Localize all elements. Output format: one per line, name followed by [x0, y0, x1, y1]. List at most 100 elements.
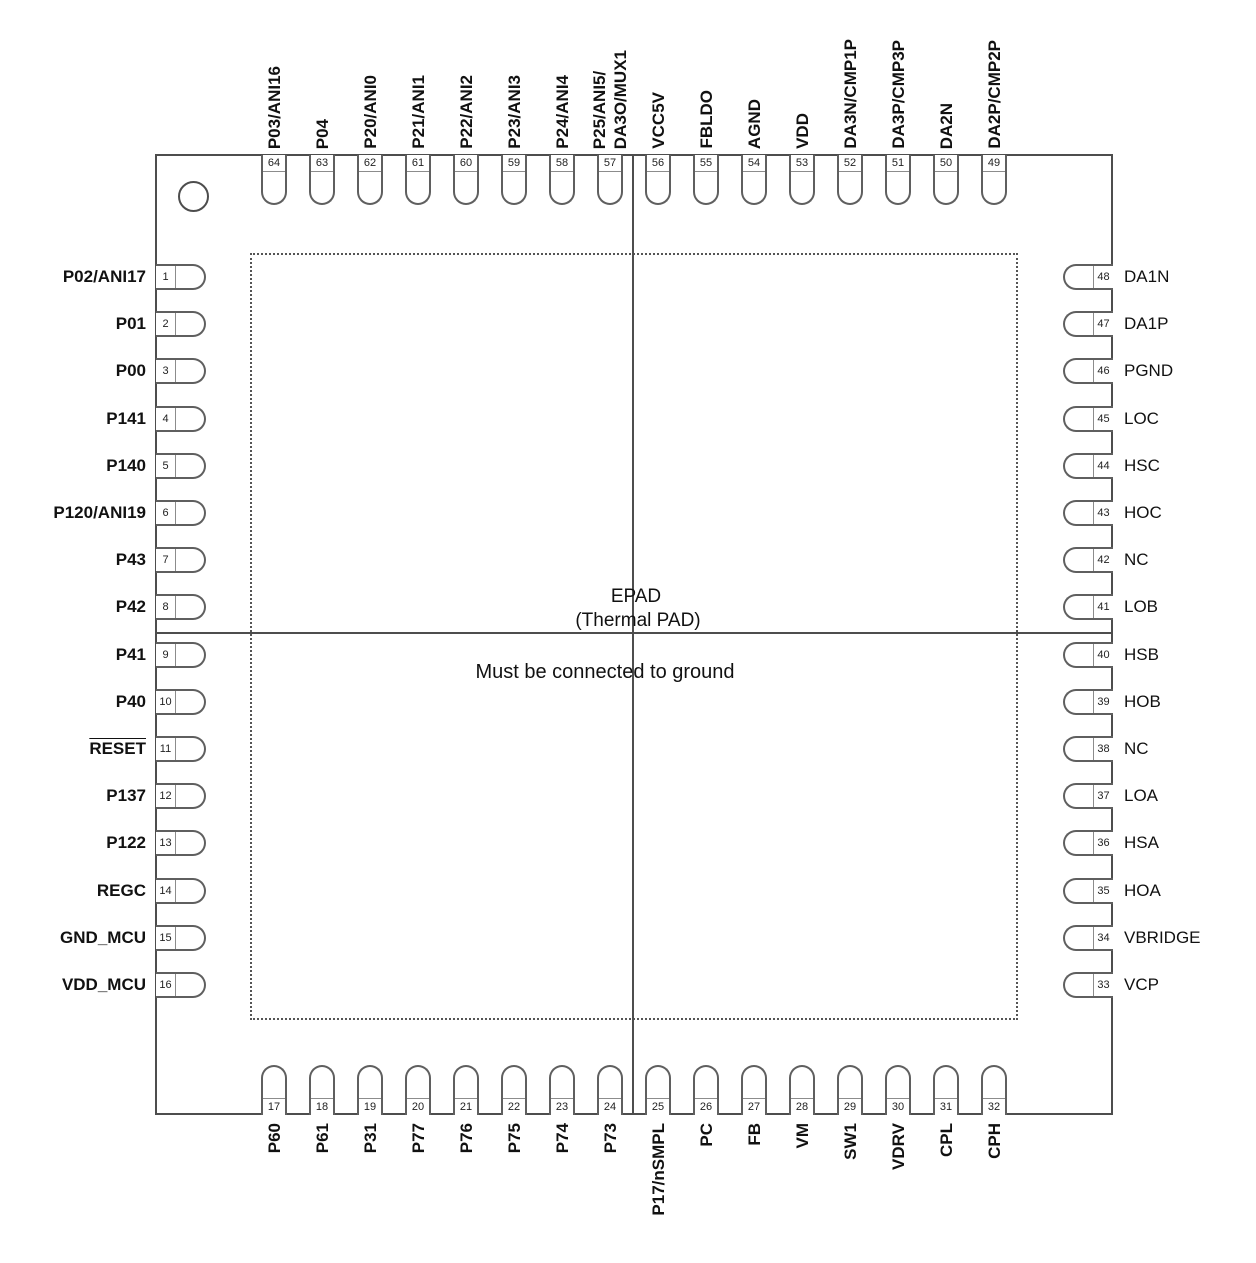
pin-63: 63 [309, 155, 335, 205]
pin-24: 24 [597, 1065, 623, 1115]
pin-38-label: NC [1124, 739, 1149, 758]
pin-44: 44 [1063, 452, 1113, 479]
pin-37: 37 [1063, 783, 1113, 810]
pin-25: 25 [645, 1065, 671, 1115]
pin-11-label: RESET [89, 739, 146, 758]
pin-14-label: REGC [96, 880, 146, 900]
pin-22-number: 22 [503, 1098, 525, 1115]
pin-47-label: DA1P [1124, 314, 1169, 334]
pin-44-number: 44 [1093, 454, 1113, 477]
pin-3-number: 3 [156, 360, 176, 383]
pin-4-number: 4 [156, 407, 176, 430]
pin-19: 19 [357, 1065, 383, 1115]
pin-54-label: AGND [744, 98, 764, 149]
pin-63-number: 63 [311, 155, 333, 172]
pin-30-label: VDRV [888, 1123, 908, 1170]
pin-22: 22 [501, 1065, 527, 1115]
pin-55: 55 [693, 155, 719, 205]
pin-11-number: 11 [156, 738, 176, 760]
pin-31-label: CPL [936, 1123, 956, 1157]
pin-5: 5 [156, 452, 206, 479]
pin-46-label: PGND [1124, 361, 1174, 381]
pin-62-label: P20/ANI0 [360, 75, 380, 149]
pin-34: 34 [1063, 924, 1113, 951]
pin-45-number: 45 [1093, 407, 1113, 430]
pin-30: 30 [885, 1065, 911, 1115]
pin-23: 23 [549, 1065, 575, 1115]
pin-36-number: 36 [1093, 832, 1113, 855]
epad-subtitle: (Thermal PAD) [575, 610, 701, 631]
pin-45-label: LOC [1124, 408, 1159, 428]
pin-24-label: P73 [600, 1123, 620, 1154]
pin-51-label: DA3P/CMP3P [888, 40, 908, 149]
pin-62: 62 [357, 155, 383, 205]
pin-47-number: 47 [1093, 313, 1113, 336]
pin-35-label: HOA [1124, 880, 1161, 900]
pin-58-label: P24/ANI4 [552, 75, 572, 149]
pin-54: 54 [741, 155, 767, 205]
pin-8-number: 8 [156, 596, 176, 619]
chip-body [155, 154, 1113, 1115]
pin-6-label: P120/ANI19 [53, 503, 146, 522]
pin-60-label: P22/ANI2 [456, 75, 476, 149]
pin-4: 4 [156, 405, 206, 432]
pin-8-label: P42 [115, 597, 146, 617]
pin-47: 47 [1063, 311, 1113, 338]
pin-35-number: 35 [1093, 879, 1113, 902]
pin-27-number: 27 [743, 1098, 765, 1115]
pin-30-number: 30 [887, 1098, 909, 1115]
pin-41: 41 [1063, 594, 1113, 621]
epad-note: Must be connected to ground [475, 661, 735, 683]
pin-14: 14 [156, 877, 206, 904]
pin-16: 16 [156, 972, 206, 998]
pin-50: 50 [933, 155, 959, 205]
pin-29-label: SW1 [840, 1123, 860, 1160]
pin-5-number: 5 [156, 454, 176, 477]
pin-3-label: P00 [115, 361, 146, 381]
pin-29-number: 29 [839, 1098, 861, 1115]
pin-48-number: 48 [1093, 266, 1113, 288]
pin-57: 57 [597, 155, 623, 205]
pin-51: 51 [885, 155, 911, 205]
pin-45: 45 [1063, 405, 1113, 432]
pin-2-number: 2 [156, 313, 176, 336]
pin-5-label: P140 [106, 455, 146, 475]
pin-53-number: 53 [791, 155, 813, 172]
pin-10-label: P40 [115, 691, 146, 711]
pin-41-label: LOB [1124, 597, 1159, 617]
pin-19-label: P31 [360, 1123, 380, 1154]
pin-33-label: VCP [1124, 975, 1159, 994]
pin-23-number: 23 [551, 1098, 573, 1115]
pin-1: 1 [156, 264, 206, 290]
pin-50-label: DA2N [936, 102, 956, 149]
pin-62-number: 62 [359, 155, 381, 172]
pin-58: 58 [549, 155, 575, 205]
pin-21-number: 21 [455, 1098, 477, 1115]
pin-57-label: P25/ANI5/DA3O/MUX1 [590, 49, 630, 149]
pin-12: 12 [156, 783, 206, 810]
pin-16-label: VDD_MCU [61, 975, 146, 994]
pin-40-number: 40 [1093, 643, 1113, 666]
pin-15: 15 [156, 924, 206, 951]
pin-52: 52 [837, 155, 863, 205]
pin-33: 33 [1063, 972, 1113, 998]
pin-50-number: 50 [935, 155, 957, 172]
pin-64-number: 64 [263, 155, 285, 172]
pin-48-label: DA1N [1124, 267, 1170, 286]
epad-outline [250, 253, 1018, 1020]
pin-22-label: P75 [504, 1123, 524, 1154]
pin-49: 49 [981, 155, 1007, 205]
pin-10: 10 [156, 688, 206, 715]
pin-27-label: FB [744, 1123, 764, 1146]
pin-59-label: P23/ANI3 [504, 75, 524, 149]
pin-55-label: FBLDO [696, 90, 716, 149]
pin-38: 38 [1063, 736, 1113, 762]
pin-53-label: VDD [792, 113, 812, 149]
pin-35: 35 [1063, 877, 1113, 904]
pin-43-label: HOC [1124, 503, 1162, 522]
pin-14-number: 14 [156, 879, 176, 902]
pin-52-label: DA3N/CMP1P [840, 39, 860, 149]
pin-13-label: P122 [106, 833, 146, 853]
pin-34-label: VBRIDGE [1124, 927, 1201, 947]
pin-52-number: 52 [839, 155, 861, 172]
